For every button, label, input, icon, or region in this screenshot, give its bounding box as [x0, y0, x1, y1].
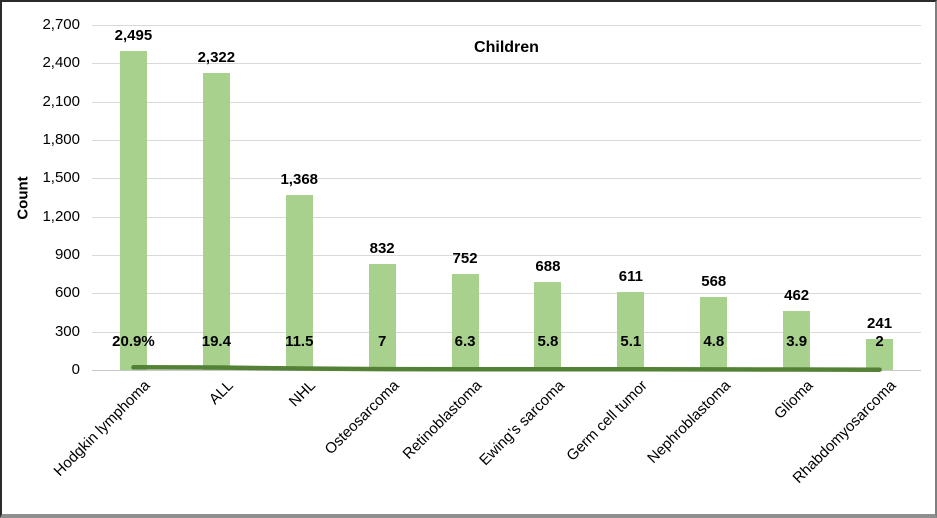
y-tick-label: 600 — [54, 284, 80, 301]
category-label: ALL — [205, 377, 237, 408]
bar-value-label: 752 — [452, 249, 478, 267]
y-tick-label: 300 — [54, 323, 80, 340]
percent-label: 3.9 — [786, 333, 808, 350]
bar-value-label: 2,322 — [197, 49, 236, 67]
y-tick-label: 1,800 — [42, 131, 80, 148]
bar — [285, 195, 313, 370]
percent-label: 5.8 — [537, 333, 559, 350]
bar-value-label: 1,368 — [280, 171, 319, 189]
category-label: Glioma — [771, 377, 817, 423]
bar-value-label: 611 — [618, 267, 643, 285]
bar — [368, 263, 396, 370]
bar — [866, 339, 894, 370]
category-label: Hodgkin lymphoma — [50, 377, 154, 480]
y-tick-label: 1,200 — [42, 208, 80, 225]
percent-label: 5.1 — [620, 333, 642, 350]
bar-value-label: 241 — [867, 315, 893, 333]
percent-label: 7 — [377, 333, 387, 350]
category-label: Ewing’s sarcoma — [475, 377, 568, 470]
bar-value-label: 462 — [784, 286, 810, 304]
bar-value-label: 2,495 — [114, 27, 153, 45]
bar — [451, 273, 479, 370]
bar-value-label: 688 — [535, 258, 561, 276]
gridline — [92, 255, 921, 256]
category-label: Germ cell tumor — [563, 377, 651, 465]
gridline — [92, 332, 921, 333]
percent-label: 11.5 — [285, 333, 314, 350]
bar — [119, 51, 147, 370]
bar-value-label: 568 — [701, 273, 727, 291]
percent-label: 6.3 — [454, 333, 476, 350]
gridline — [92, 140, 921, 141]
percent-label: 4.8 — [703, 333, 725, 350]
gridline — [92, 63, 921, 64]
bar — [783, 310, 811, 370]
percent-label: 2 — [875, 333, 884, 350]
y-tick-label: 2,100 — [42, 93, 80, 110]
category-label: NHL — [286, 377, 320, 411]
bar — [700, 297, 728, 370]
category-label: Osteosarcoma — [321, 377, 403, 458]
gridline — [92, 178, 921, 179]
x-axis-line — [92, 370, 921, 371]
y-tick-label: 900 — [54, 246, 80, 263]
gridline — [92, 293, 921, 294]
percent-label: 19.4 — [201, 333, 231, 350]
bar — [534, 282, 562, 370]
bar-value-label: 832 — [369, 239, 395, 257]
category-label: Nephroblastoma — [643, 377, 734, 467]
percent-label: 20.9% — [112, 333, 155, 350]
chart-title: Children — [474, 39, 539, 56]
bar — [617, 291, 645, 370]
category-label: Retinoblastoma — [399, 377, 486, 463]
y-tick-label: 1,500 — [42, 169, 80, 186]
gridline — [92, 25, 921, 26]
y-tick-label: 2,400 — [42, 54, 80, 71]
bar — [202, 73, 230, 370]
gridline — [92, 217, 921, 218]
gridline — [92, 102, 921, 103]
y-tick-label: 2,700 — [42, 16, 80, 33]
y-tick-label: 0 — [71, 361, 80, 378]
